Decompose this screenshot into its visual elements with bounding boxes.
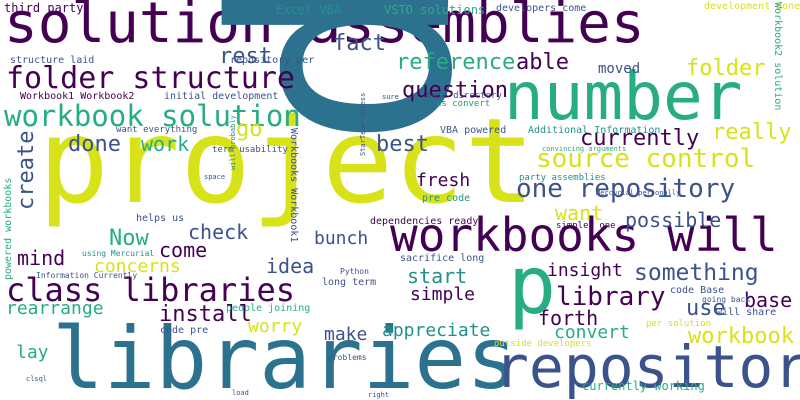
word-done: done	[68, 132, 121, 157]
word-base-directory: base directory	[426, 91, 502, 101]
word-really: really	[712, 120, 792, 145]
word-worry: worry	[248, 316, 303, 337]
word-library: library	[556, 282, 666, 312]
word-workbooks-workbook1: Workbooks Workbook1	[288, 128, 299, 243]
word-p-small: p	[508, 239, 557, 332]
word-workbook2-solution: Workbook2 solution	[772, 2, 783, 111]
word-folder: folder	[686, 56, 766, 81]
word-convert: convert	[554, 322, 630, 343]
word-class-libraries: class libraries	[6, 271, 295, 309]
word-load: load	[232, 389, 249, 397]
word-outside-developers: outside developers	[494, 339, 592, 349]
word-starteam-unless: StarTeam unless	[359, 92, 367, 156]
word-clsql: clsql	[26, 375, 48, 383]
word-additional-information: Additional Information	[528, 125, 661, 136]
word-one-repository: one repository	[516, 174, 736, 204]
word-third-party: third party	[4, 1, 84, 15]
word-party-assemblies: party assemblies	[519, 173, 606, 183]
word-initial-development: initial development	[164, 91, 279, 102]
word-make: make	[324, 324, 368, 345]
word-going-back: going back	[702, 295, 751, 304]
word-sacrifice-long: sacrifice long	[400, 253, 485, 264]
word-want: want	[555, 201, 604, 225]
word-something: something	[634, 260, 759, 286]
word-work: work	[141, 132, 190, 156]
word-currently: currently	[580, 126, 700, 151]
word-problems: problems	[328, 353, 367, 362]
word-question: question	[402, 78, 508, 103]
word-code-base: code Base	[670, 285, 725, 296]
word-long-term: long term	[322, 277, 377, 288]
word-forth: forth	[538, 306, 599, 330]
word-space: space	[204, 173, 226, 181]
word-lay: lay	[16, 342, 49, 363]
word-number: number	[504, 58, 743, 135]
word-us-convert: us convert	[436, 99, 491, 109]
word-code-pre: code pre	[160, 325, 209, 336]
word-per-solution: per solution	[646, 319, 712, 329]
word-powered-workbooks: powered workbooks	[3, 177, 14, 280]
word-workbook-solution: workbook solution	[4, 99, 301, 133]
word-developers-come: developers come	[496, 3, 587, 14]
word-rearrange: rearrange	[6, 298, 104, 319]
word-idea: idea	[266, 254, 315, 278]
word-insight: insight	[547, 260, 623, 281]
word-come: come	[159, 238, 208, 262]
word-term-usability: term usability	[212, 145, 288, 155]
word-dependencies-ready: dependencies ready	[370, 216, 479, 227]
word-helps-us: helps us	[136, 213, 185, 224]
word-possible: possible	[625, 208, 722, 232]
word-will-probably: will probably	[229, 115, 237, 170]
word-start: start	[407, 264, 468, 288]
word-using-mercurial: using Mercurial	[82, 249, 155, 258]
word-vsto-solutions: VSTO solutions	[384, 3, 486, 17]
word-solution-assemblies: solution assemblies	[4, 0, 645, 56]
word-convincing-arguments: convincing arguments	[542, 145, 627, 153]
word-vba-powered: VBA powered	[440, 125, 507, 136]
word-rest: rest	[219, 44, 272, 69]
word-right: right	[368, 391, 390, 399]
word-reference: reference	[396, 50, 516, 75]
word-now: Now	[109, 226, 149, 251]
word-people-joining: people joining	[226, 303, 311, 314]
word-workbook: workbook	[688, 324, 794, 349]
word-use: use	[686, 296, 726, 321]
word-development-done: development done	[704, 1, 800, 12]
word-able: able	[516, 50, 569, 75]
word-simple: simple	[410, 284, 476, 305]
word-python: Python	[340, 267, 369, 276]
word-repository: repository	[494, 333, 800, 400]
word-will-share: will share	[716, 307, 777, 318]
word-fresh: fresh	[416, 170, 471, 191]
word-best: best	[376, 132, 429, 157]
word-check: check	[188, 220, 249, 244]
word-sure: sure	[382, 93, 399, 101]
word-project: project	[38, 92, 536, 230]
word-folder-structure: folder structure	[6, 61, 295, 96]
word-want-everything: want everything	[116, 125, 198, 135]
word-repository-per: repository per	[230, 55, 315, 66]
word-libraries: libraries	[52, 309, 518, 400]
word-go: go	[236, 117, 263, 142]
word-base: base	[744, 288, 793, 312]
word-mercurial-personally: Mercurial personally	[596, 189, 681, 197]
word-create: create	[14, 130, 39, 210]
word-concerns: concerns	[94, 256, 181, 277]
word-structure-laid: structure laid	[10, 55, 95, 66]
word-workbooks-will: workbooks will	[390, 208, 778, 262]
word-mind: mind	[17, 246, 66, 270]
word-pre-code: pre code	[422, 193, 471, 204]
word-workbook1-workbook2: Workbook1 Workbook2	[20, 91, 135, 102]
word-moved: moved	[598, 61, 641, 77]
word-appreciate: appreciate	[382, 320, 491, 341]
word-information-currently: Information Currently	[36, 271, 138, 280]
word-bunch: bunch	[314, 228, 369, 249]
word-currently-working: currently working	[582, 379, 705, 393]
word-fact: fact	[333, 31, 386, 56]
word-simpler-one: simpler one	[556, 221, 616, 231]
word-install: install	[159, 302, 252, 327]
word-source-control: source control	[536, 144, 756, 174]
word-excel-vba: Excel VBA	[276, 3, 342, 17]
